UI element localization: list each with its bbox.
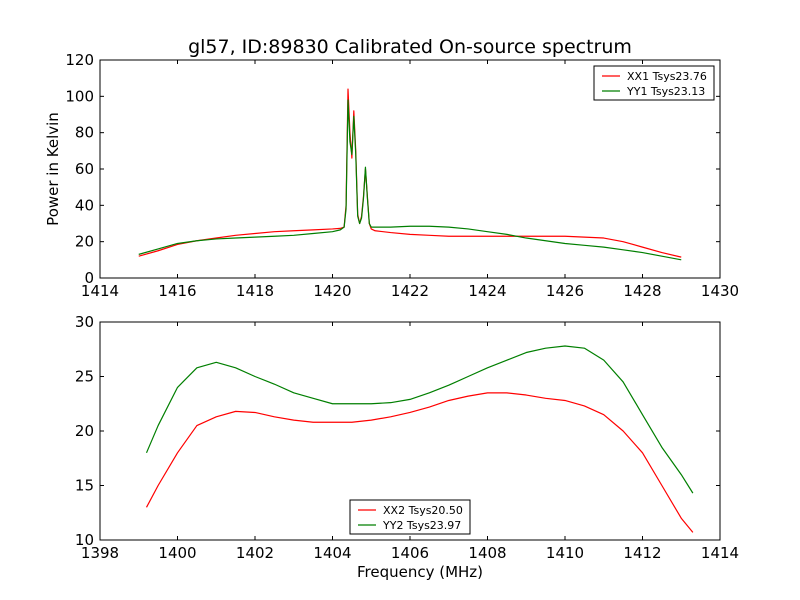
- bottom-plot-panel: 1398 1400 1402 1404 1406 1408 1410 1412 1414 10 15…: [75, 313, 739, 581]
- y-tick-label: 0: [84, 269, 94, 287]
- y-tick-label: 60: [75, 160, 94, 178]
- x-tick-label: 1430: [701, 282, 739, 300]
- y-tick-label: 30: [75, 313, 94, 331]
- legend-box: [593, 65, 715, 101]
- y-tick-label: 15: [75, 477, 94, 495]
- legend-label-xx1-tsys23-76: XX1 Tsys23.76: [627, 70, 707, 83]
- x-tick-label: 1404: [313, 544, 351, 562]
- x-tick-label: 1420: [313, 282, 351, 300]
- series-line-yy1-tsys23-13: [138, 99, 682, 261]
- x-tick-label: 1424: [468, 282, 506, 300]
- legend-label-xx2-tsys20-50: XX2 Tsys20.50: [383, 504, 463, 517]
- x-tick-label: 1400: [158, 544, 196, 562]
- x-tick-label: 1402: [236, 544, 274, 562]
- series-line-yy2-tsys23-97: [145, 345, 694, 494]
- figure-title: gl57, ID:89830 Calibrated On-source spec…: [188, 36, 632, 58]
- x-tick-label: 1414: [81, 282, 119, 300]
- y-tick-label: 80: [75, 124, 94, 142]
- series-line-xx2-tsys20-50: [145, 392, 694, 533]
- y-tick-label: 40: [75, 196, 94, 214]
- x-tick-label: 1412: [623, 544, 661, 562]
- x-tick-label: 1398: [81, 544, 119, 562]
- x-tick-label: 1414: [701, 544, 739, 562]
- x-tick-label: 1428: [623, 282, 661, 300]
- x-tick-label: 1422: [391, 282, 429, 300]
- x-tick-label: 1426: [546, 282, 584, 300]
- y-tick-label: 20: [75, 422, 94, 440]
- legend: XX1 Tsys23.76 YY1 Tsys23.13: [593, 65, 715, 101]
- x-tick-label: 1410: [546, 544, 584, 562]
- legend-label-yy2-tsys23-97: YY2 Tsys23.97: [382, 519, 461, 532]
- x-tick-label: 1408: [468, 544, 506, 562]
- y-tick-label: 100: [65, 87, 94, 105]
- legend-box: [349, 499, 471, 535]
- y-tick-label: 10: [75, 531, 94, 549]
- x-tick-label: 1406: [391, 544, 429, 562]
- x-tick-label: 1418: [236, 282, 274, 300]
- x-axis-label: Frequency (MHz): [357, 563, 483, 581]
- top-plot-panel: 1414 1416 1418 1420 1422 1424 1426 1428 1430 0 20 4…: [44, 51, 739, 300]
- x-tick-label: 1416: [158, 282, 196, 300]
- legend: XX2 Tsys20.50 YY2 Tsys23.97: [349, 499, 471, 535]
- y-axis-label: Power in Kelvin: [44, 112, 62, 226]
- y-tick-label: 120: [65, 51, 94, 69]
- legend-label-yy1-tsys23-13: YY1 Tsys23.13: [626, 85, 705, 98]
- y-tick-label: 20: [75, 233, 94, 251]
- y-tick-label: 25: [75, 368, 94, 386]
